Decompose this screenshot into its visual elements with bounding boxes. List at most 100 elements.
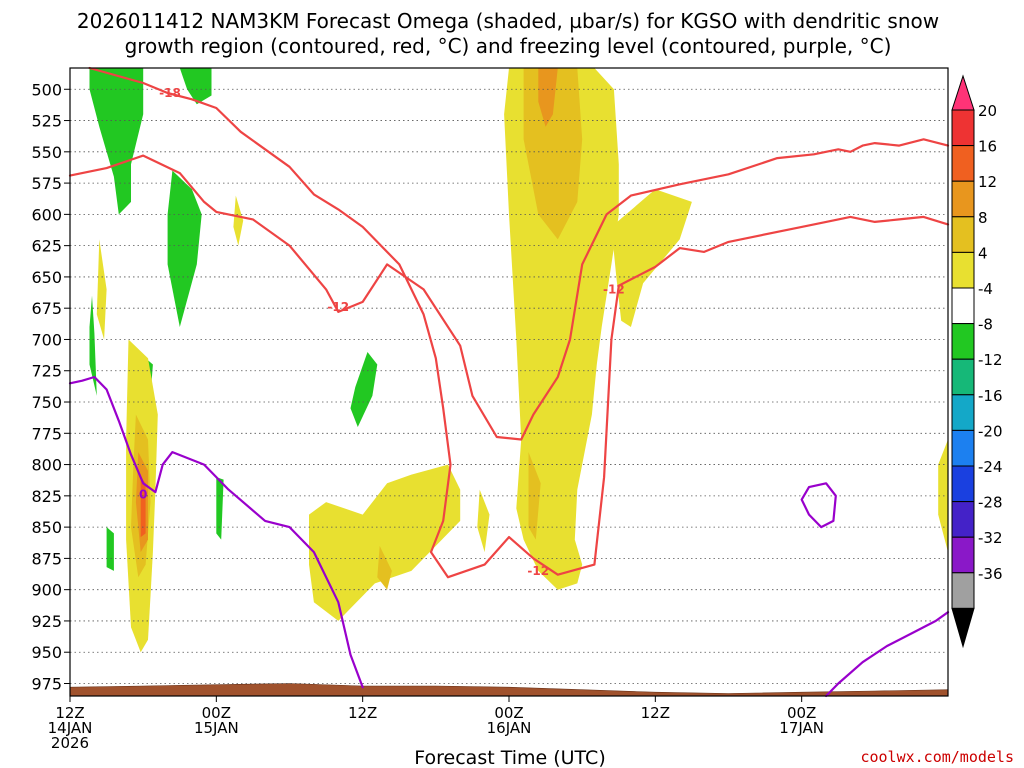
y-tick-label-925: 925 [31,612,62,631]
x-tick-label-2-0: 12Z [348,704,377,722]
colorbar-bin-7 [951,323,975,360]
title-line-1: 2026011412 NAM3KM Forecast Omega (shaded… [77,9,939,33]
contour-label-0: -18 [159,86,181,100]
y-tick-label-900: 900 [31,581,62,600]
colorbar-label-1: 16 [978,138,997,156]
colorbar-label-12: -32 [978,529,1003,547]
contour-label-2: -12 [603,282,625,296]
colorbar-bin-11 [951,465,975,503]
plot-area: -18 -12 -12 -12 0 [68,66,950,698]
y-tick-label-500: 500 [31,80,62,99]
colorbar-bin-10 [951,429,975,467]
y-tick-label-700: 700 [31,330,62,349]
colorbar-bin-6 [951,287,975,325]
omega-area--8-1 [179,68,212,105]
y-tick-label-975: 975 [31,674,62,693]
freezing-contour-3 [824,611,950,698]
freezing-contour-4 [800,482,837,529]
x-axis-label: Forecast Time (UTC) [414,747,605,768]
colorbar-bin-4 [951,216,975,253]
omega-area--8-6 [216,477,224,540]
omega-fills [89,68,948,653]
colorbar-bin-2 [951,145,975,182]
y-axis: 500 525 550 575 600 625 650 675 700 725 750 775 800 8… [31,80,70,693]
omega-area--8-4 [89,295,97,396]
credit-text: coolwx.com/models [860,748,1014,766]
omega-area--8-0 [89,68,144,215]
freezing-contour-2 [68,375,364,689]
title-line-2: growth region (contoured, red, °C) and f… [125,34,892,58]
dgz-contour-0 [68,138,950,441]
colorbar-bin-3 [951,180,975,218]
colorbar-label-0: 20 [978,102,997,120]
omega-area-16-22 [140,477,146,538]
omega-area--8-3 [350,352,378,427]
y-tick-label-550: 550 [31,143,62,162]
colorbar-label-10: -24 [978,458,1003,476]
omega-area-4-12 [504,68,619,590]
contour-label-1: -12 [327,300,349,314]
y-tick-label-625: 625 [31,237,62,256]
colorbar-bin-9 [951,394,975,431]
x-tick-label-0-0: 12Z [55,704,84,722]
y-tick-label-675: 675 [31,299,62,318]
colorbar-bin-1 [951,109,975,147]
omega-area-8-18 [377,545,392,590]
colorbar: 20 16 12 8 4 -4 -8 -12 -16 -20 -24 -28 -32 -36 [951,74,1003,649]
x-tick-label-3-0: 00Z [494,704,523,722]
y-tick-label-950: 950 [31,643,62,662]
x-tick-label-1-1: 15JAN [194,719,239,737]
omega-area-4-14 [611,189,692,327]
omega-area-4-13 [477,489,490,553]
colorbar-label-5: -4 [978,280,993,298]
x-tick-label-0-2: 2026 [51,734,89,752]
colorbar-label-4: 4 [978,244,988,262]
omega-area-12-20 [538,68,558,127]
x-tick-label-4-0: 12Z [641,704,670,722]
contour-lines [68,66,950,698]
contour-label-4: 0 [139,488,147,502]
colorbar-label-8: -16 [978,387,1003,405]
colorbar-bin-12 [951,501,975,538]
contour-label-3: -12 [527,564,549,578]
y-tick-label-750: 750 [31,393,62,412]
x-tick-label-1-0: 00Z [202,704,231,722]
contour-labels: -18 -12 -12 -12 0 [139,86,625,578]
x-tick-label-5-1: 17JAN [779,719,824,737]
y-tick-label-800: 800 [31,456,62,475]
omega-area-4-11 [309,464,461,621]
x-tick-label-0-1: 14JAN [48,719,93,737]
colorbar-bin-13 [951,536,975,574]
colorbar-label-9: -20 [978,422,1003,440]
omega-area-4-10 [233,195,244,246]
colorbar-label-11: -28 [978,494,1003,512]
omega-area-4-9 [96,239,107,340]
y-tick-label-825: 825 [31,487,62,506]
colorbar-label-7: -12 [978,351,1003,369]
colorbar-label-6: -8 [978,316,993,334]
y-tick-label-525: 525 [31,112,62,131]
colorbar-label-13: -36 [978,565,1003,583]
colorbar-label-3: 8 [978,209,988,227]
y-tick-label-600: 600 [31,205,62,224]
omega-area-8-16 [523,68,583,240]
dgz-contour-1 [88,66,950,579]
colorbar-bottom-arrow [951,607,975,649]
y-tick-label-875: 875 [31,549,62,568]
y-tick-label-575: 575 [31,174,62,193]
colorbar-bin-8 [951,358,975,396]
omega-area--8-2 [167,170,202,327]
omega-area--8-7 [106,527,114,571]
colorbar-label-2: 12 [978,173,997,191]
y-tick-label-775: 775 [31,424,62,443]
x-tick-label-3-1: 16JAN [487,719,532,737]
colorbar-top-arrow [951,74,975,111]
x-tick-label-5-0: 00Z [787,704,816,722]
y-tick-label-725: 725 [31,362,62,381]
colorbar-bin-14 [951,572,975,609]
y-tick-label-650: 650 [31,268,62,287]
y-tick-label-850: 850 [31,518,62,537]
colorbar-bin-5 [951,251,975,289]
